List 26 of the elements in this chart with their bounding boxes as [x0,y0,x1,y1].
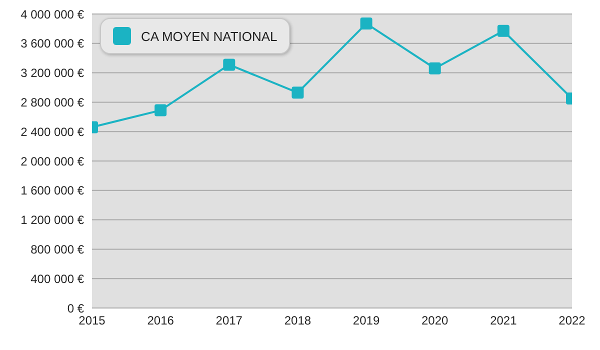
y-tick-label: 2 800 000 € [20,95,84,110]
x-tick-label: 2015 [78,314,106,328]
x-tick-label: 2020 [422,314,449,328]
y-tick-label: 0 € [67,301,84,316]
x-tick-label: 2017 [216,314,243,328]
point [428,62,441,74]
y-tick-label: 2 400 000 € [20,124,84,139]
point [292,86,304,99]
x-tick-label: 2022 [558,314,586,328]
y-tick-label: 800 000 € [30,242,84,256]
y-tick-label: 400 000 € [30,272,84,286]
x-tick-label: 2016 [147,314,174,328]
point [154,104,167,116]
x-tick-label: 2019 [352,314,380,328]
y-tick-label: 2 000 000 € [20,154,84,168]
point [497,24,510,37]
x-tick-label: 2021 [490,314,518,328]
x-tick-label: 2018 [284,314,312,328]
point [223,58,236,71]
y-tick-label: 1 600 000 € [20,184,84,198]
y-tick-label: 3 600 000 € [20,36,84,51]
y-tick-label: 4 000 000 € [20,7,84,22]
point [360,18,372,30]
y-tick-label: 1 200 000 € [20,213,84,228]
y-tick-label: 3 200 000 € [20,66,84,80]
legend-label: CA MOYEN NATIONAL [141,28,278,44]
